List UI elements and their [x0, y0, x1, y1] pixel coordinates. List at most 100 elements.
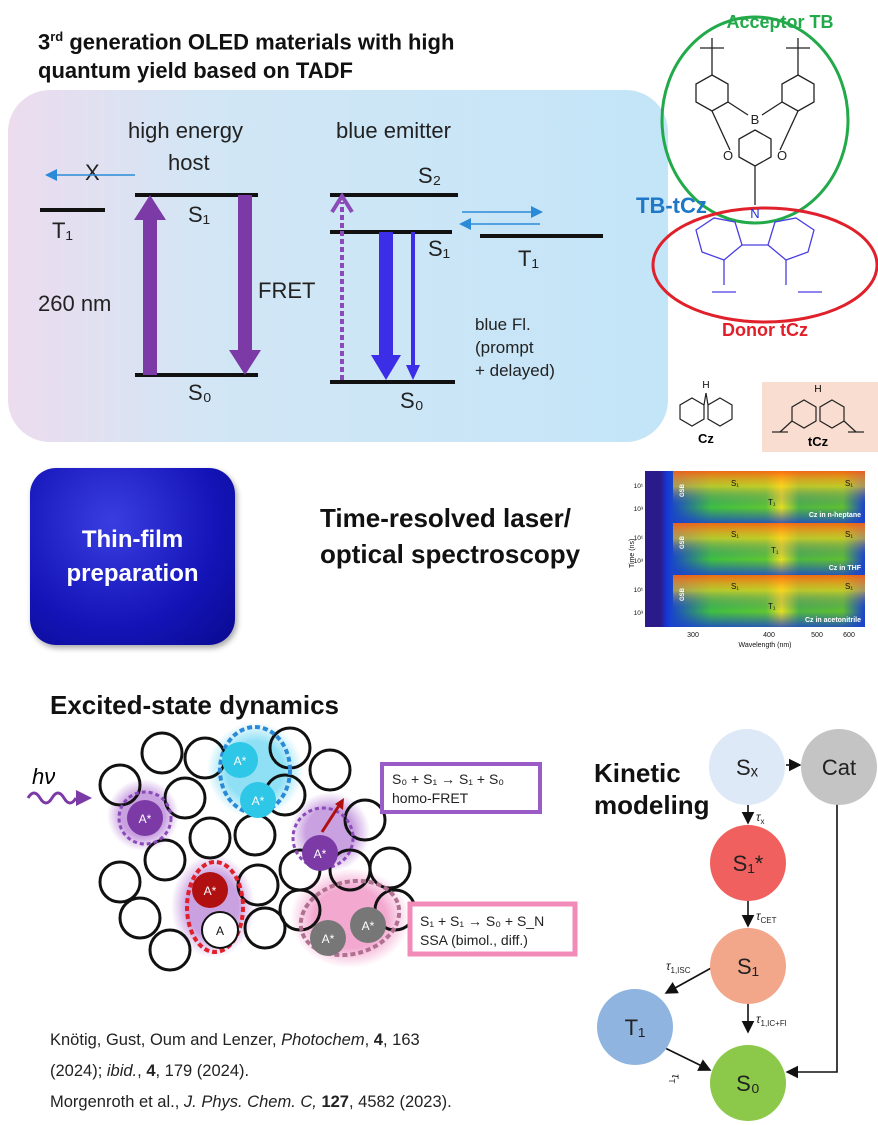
s1-label: S₁	[428, 236, 450, 261]
text-fragment: τ	[669, 1074, 683, 1080]
text-fragment: , 179 (2024).	[155, 1062, 250, 1080]
s2-label: S₂	[418, 163, 441, 188]
y-tick-label: 10³	[634, 610, 644, 617]
thin-film-preparation-box: Thin-film preparation	[30, 468, 235, 645]
node-label: S₁*	[733, 851, 764, 876]
energy-level-diagram: high energy host blue emitter X T₁ S₁ S₀…	[8, 90, 668, 442]
s0-label: S₀	[400, 388, 424, 413]
s1-band-label: S₁	[845, 582, 853, 591]
fret-pair-outline	[218, 725, 292, 815]
text-fragment: J. Phys. Chem. C,	[183, 1093, 317, 1111]
boron-atom: B	[751, 112, 760, 127]
citations: Knötig, Gust, Oum and Lenzer, Photochem,…	[50, 1025, 452, 1118]
x-tick-label: 300	[687, 632, 699, 639]
rate-tau-t: τT	[667, 1074, 683, 1084]
nitrogen-atom: N	[750, 206, 759, 221]
x-axis-label: Wavelength (nm)	[738, 642, 791, 649]
heading-text: modeling	[594, 790, 710, 820]
text-fragment: 4	[146, 1062, 156, 1080]
light-wave-icon	[26, 791, 78, 805]
y-tick-label: 10¹	[634, 483, 644, 490]
acceptor-rings	[695, 38, 815, 205]
text-fragment: ,	[137, 1062, 147, 1080]
text-fragment: , 163	[382, 1031, 420, 1049]
delayed-emission-arrow	[406, 232, 420, 380]
cz-label: Cz	[698, 431, 714, 446]
node-t1	[597, 989, 673, 1065]
x-tick-label: 600	[843, 632, 855, 639]
thin-film-label: preparation	[66, 559, 199, 587]
excited-molecule: A*	[314, 847, 327, 861]
photon-label: hν	[32, 764, 55, 789]
excitation-wavelength: 260 nm	[38, 291, 111, 316]
gsb-label: GSB	[680, 483, 686, 497]
oxygen-atom: O	[777, 148, 787, 163]
x-tick-label: 500	[811, 632, 823, 639]
rate-tau-x: τx	[756, 810, 765, 826]
node-label: S₁	[737, 954, 759, 979]
text-fragment: τ	[666, 959, 672, 973]
node-s0	[710, 1045, 786, 1121]
s0-label: S₀	[188, 380, 212, 405]
node-s1-star	[710, 825, 786, 901]
text-fragment: Photochem	[281, 1031, 365, 1049]
t1-band-label: T₁	[768, 498, 776, 507]
citation-line: Knötig, Gust, Oum and Lenzer, Photochem,…	[50, 1025, 452, 1056]
text-fragment: τ	[756, 909, 762, 923]
y-tick-label: 10³	[634, 506, 644, 513]
text-fragment: τ	[756, 1012, 762, 1026]
transfer-arrow	[320, 803, 342, 833]
text-fragment: x	[761, 817, 765, 826]
excited-molecule: A*	[234, 754, 247, 768]
excitation-arrow	[134, 195, 166, 375]
title-superscript: rd	[50, 29, 64, 44]
cz-structure: H Cz	[679, 380, 733, 446]
tcz-structure: H tCz	[762, 382, 878, 452]
donor-outline	[651, 206, 878, 324]
t1-band-label: T₁	[771, 546, 779, 555]
panel-label: Cz in acetonitrile	[805, 617, 861, 624]
tb-tcz-structure: Acceptor TB TB-tCz Donor tCz B O O N H C…	[636, 12, 878, 452]
ssa-box	[407, 901, 578, 957]
panel-label: Cz in THF	[829, 565, 862, 572]
acceptor-outline	[660, 15, 850, 225]
s1-band-label: S₁	[731, 479, 739, 488]
thin-film-label: Thin-film	[81, 525, 184, 553]
node-sx	[709, 729, 785, 805]
dotted-arrow-head	[330, 192, 354, 214]
host-label: high energy	[128, 118, 243, 143]
heatmap-panels	[645, 471, 865, 627]
s1-band-label: S₁	[845, 530, 853, 539]
excited-molecule: A*	[139, 812, 152, 826]
y-tick-label: 10¹	[634, 587, 644, 594]
text-fragment: , 4582 (2023).	[348, 1093, 452, 1111]
transient-absorption-maps: Cz in n-heptane Cz in THF Cz in acetonit…	[629, 471, 865, 649]
y-tick-label: 10¹	[634, 535, 644, 542]
t1-label: T₁	[52, 218, 73, 243]
y-axis-label: Time (ns)	[629, 539, 636, 568]
title-text: generation OLED materials with high	[63, 29, 455, 55]
heading-text: Time-resolved laser/	[320, 503, 571, 533]
prompt-emission-arrow	[371, 232, 401, 380]
text-fragment: CET	[761, 916, 777, 925]
text-fragment: 127	[321, 1093, 349, 1111]
text-fragment: Knötig, Gust, Oum and Lenzer,	[50, 1031, 282, 1049]
s1-band-label: S₁	[731, 530, 739, 539]
t1-band-label: T₁	[768, 602, 776, 611]
text-fragment: T	[667, 1079, 676, 1084]
spectroscopy-heading: Time-resolved laser/ optical spectroscop…	[320, 500, 580, 572]
fret-label: FRET	[258, 278, 315, 303]
heading-text: optical spectroscopy	[320, 539, 581, 569]
hydrogen-atom: H	[702, 380, 709, 391]
homo-fret-box	[380, 762, 542, 814]
kinetic-model-diagram: Sₓ Cat S₁* S₁ T₁ S₀ τx τCET τ1,ISC τ1,IC…	[597, 729, 877, 1121]
emission-label: + delayed)	[475, 361, 555, 380]
citation-line: Morgenroth et al., J. Phys. Chem. C, 127…	[50, 1087, 452, 1118]
title-text: quantum yield based on TADF	[38, 58, 353, 84]
excited-molecule: A*	[204, 884, 217, 898]
text-fragment: 1,IC+Fl	[761, 1019, 787, 1028]
node-label: Cat	[822, 755, 856, 780]
fret-equation: S₀ + S₁ → S₁ + S₀	[392, 771, 504, 787]
excited-state-dynamics-diagram: hν A* A* A* A* A* A A* A* S₀ + S₁ → S₁ +…	[26, 722, 578, 972]
hydrogen-atom: H	[814, 384, 821, 395]
